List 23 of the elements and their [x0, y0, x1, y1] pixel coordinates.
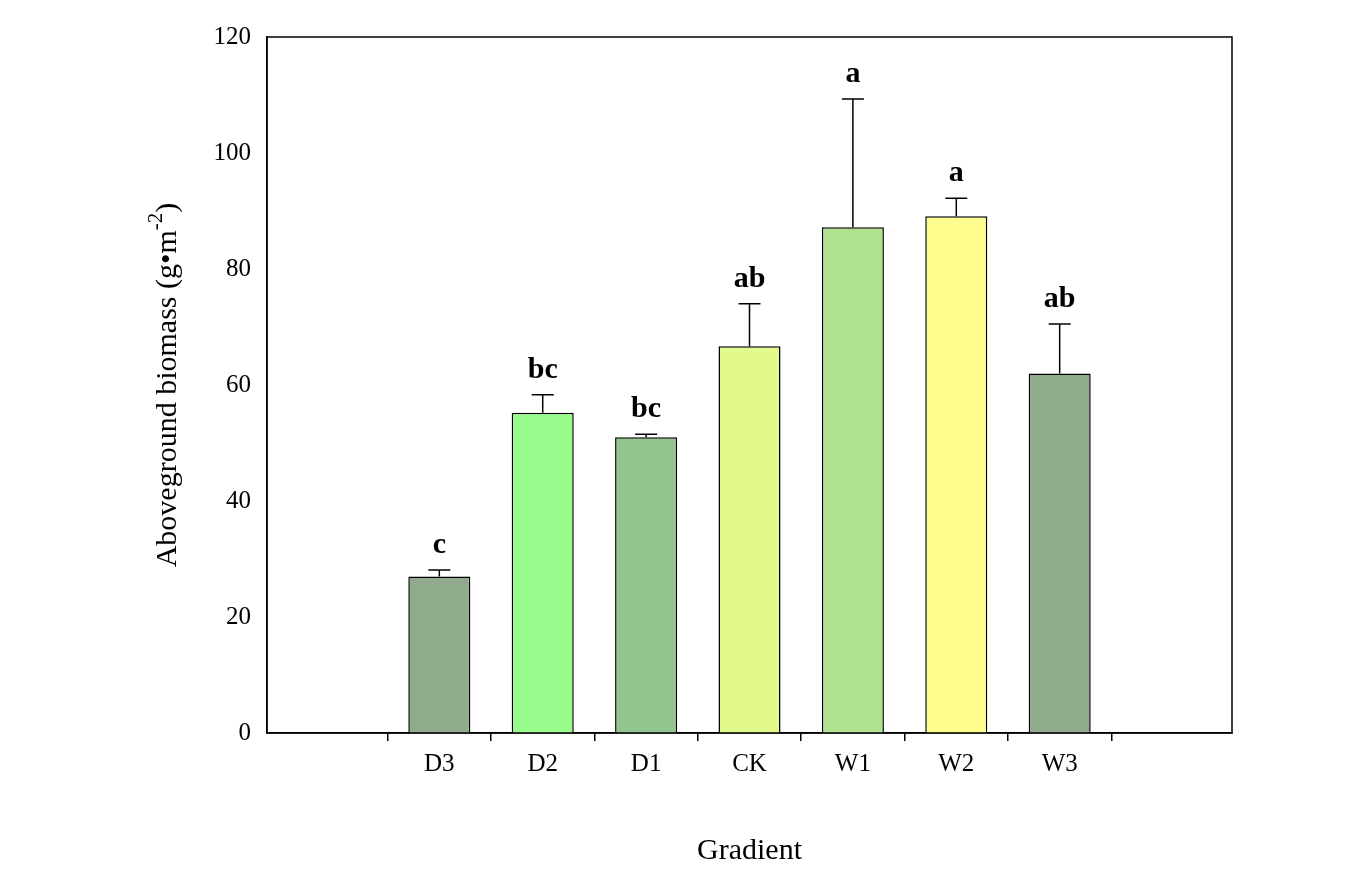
- y-tick-label: 0: [238, 717, 251, 745]
- x-tick-label: D3: [424, 748, 455, 776]
- x-tick-label: W1: [834, 748, 871, 776]
- y-tick-label: 40: [226, 485, 251, 513]
- y-tick-label: 100: [213, 137, 251, 165]
- y-axis-title: Aboveground biomass (g•m-2): [142, 202, 183, 568]
- y-tick-label: 20: [226, 601, 251, 629]
- x-axis-title: Gradient: [697, 831, 803, 865]
- x-tick-label: D2: [527, 748, 558, 776]
- x-tick-label: CK: [732, 748, 767, 776]
- y-tick-label: 120: [213, 21, 251, 49]
- annotation: bc: [631, 390, 662, 424]
- annotation: a: [845, 54, 861, 88]
- annotation: ab: [733, 259, 766, 293]
- x-tick-label: D1: [630, 748, 662, 776]
- annotation: a: [948, 153, 964, 187]
- annotation: bc: [527, 350, 558, 384]
- annotation: c: [432, 525, 446, 559]
- y-tick-label: 80: [226, 253, 251, 281]
- x-tick-label: W2: [938, 748, 975, 776]
- x-tick-label: W3: [1041, 748, 1078, 776]
- y-tick-label: 60: [226, 369, 251, 397]
- annotation: ab: [1043, 279, 1076, 313]
